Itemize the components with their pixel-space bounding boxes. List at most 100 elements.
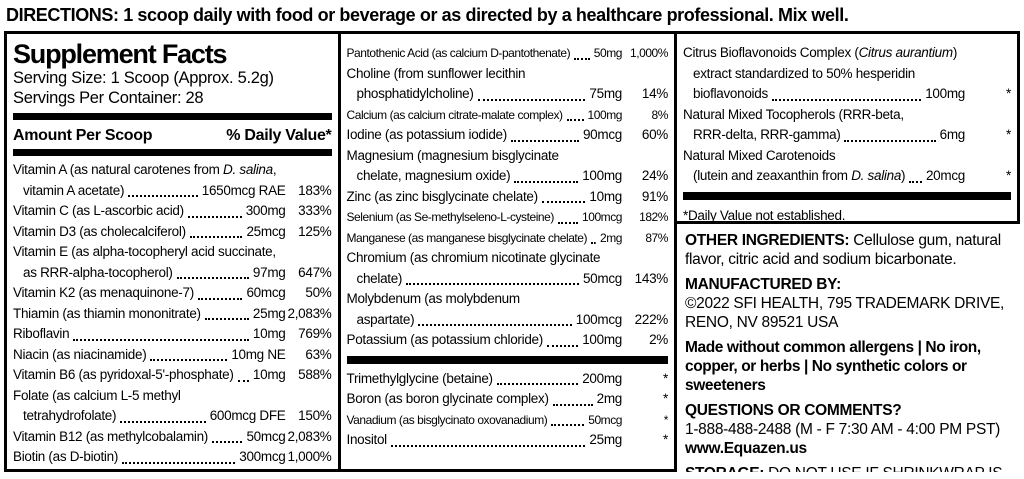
website: www.Equazen.us <box>685 440 807 457</box>
nutrient-name: Molybdenum (as molybdenum <box>346 291 521 306</box>
nutrient-daily-value: * <box>663 391 668 406</box>
nutrient-row: Magnesium (magnesium bisglycinate chelate… <box>347 146 669 187</box>
nutrient-amount: 2mg <box>600 230 622 245</box>
manufactured-by-label: MANUFACTURED BY: <box>685 276 841 293</box>
questions-block: QUESTIONS OR COMMENTS? 1-888-488-2488 (M … <box>685 401 1018 458</box>
nutrient-name: Pantothenic Acid (as calcium D-pantothen… <box>346 46 571 60</box>
dot-leader <box>496 383 579 385</box>
nutrient-daily-value: 24% <box>641 168 668 183</box>
nutrient-row: Manganese (as manganese bisglycinate che… <box>347 228 669 249</box>
nutrient-amount: 6mg <box>939 127 966 142</box>
dot-leader <box>541 201 586 203</box>
nutrient-row: Calcium (as calcium citrate-malate compl… <box>347 105 669 126</box>
nutrient-name: chelate, magnesium oxide) <box>356 168 511 183</box>
dot-leader <box>197 297 243 300</box>
nutrient-daily-value: 588% <box>298 367 332 382</box>
other-ingredients-label: OTHER INGREDIENTS: <box>685 232 850 249</box>
questions-label: QUESTIONS OR COMMENTS? <box>685 402 902 419</box>
dot-leader <box>128 195 198 197</box>
nutrient-daily-value: 8% <box>651 107 669 122</box>
nutrient-amount: 1650mcg RAE <box>201 182 286 198</box>
nutrient-amount: 10mg <box>252 326 286 341</box>
nutrient-name: Niacin (as niacinamide) <box>13 346 147 362</box>
dot-leader <box>120 420 206 423</box>
nutrient-amount: 90mcg <box>582 127 622 142</box>
dot-leader <box>557 221 578 224</box>
other-ingredients-text: Cellulose gum, natural flavor, citric ac… <box>685 232 1001 268</box>
serving-size: Serving Size: 1 Scoop (Approx. 5.2g) <box>13 69 274 87</box>
nutrient-name: Magnesium (magnesium bisglycinate <box>346 147 560 163</box>
nutrient-daily-value: * <box>663 432 668 447</box>
nutrient-name: bioflavonoids <box>693 86 768 101</box>
nutrient-name: Vanadium (as bisglycinato oxovanadium) <box>346 412 548 427</box>
nutrient-daily-value: 91% <box>641 188 668 204</box>
nutrient-daily-value: 183% <box>298 182 332 198</box>
nutrient-amount: 100mcg <box>582 210 622 224</box>
dot-leader <box>566 119 584 121</box>
dot-leader <box>212 441 243 443</box>
nutrient-name: Choline (from sunflower lecithin <box>346 65 526 81</box>
dot-leader <box>909 180 922 183</box>
nutrient-name: Riboflavin <box>13 326 70 341</box>
nutrient-name: Citrus Bioflavonoids Complex (Citrus aur… <box>683 45 958 60</box>
nutrient-row: Vitamin B12 (as methylcobalamin) 50mcg 2,0… <box>13 427 332 448</box>
nutrient-row: Riboflavin 10mg 769% <box>13 324 332 345</box>
info-section: OTHER INGREDIENTS: Cellulose gum, natura… <box>677 224 1020 472</box>
nutrient-name: Vitamin B6 (as pyridoxal-5'-phosphate) <box>13 367 234 382</box>
nutrient-amount: 100mg <box>582 168 622 183</box>
dot-leader <box>546 344 579 347</box>
nutrient-rows-3: Citrus Bioflavonoids Complex (Citrus aur… <box>683 43 1011 200</box>
storage-statement: STORAGE: DO NOT USE IF SHRINKWRAP IS BRO… <box>685 464 1018 472</box>
nutrient-name: Trimethylglycine (betaine) <box>346 370 494 386</box>
dot-leader <box>150 359 228 361</box>
nutrient-daily-value: 14% <box>641 86 668 101</box>
nutrient-row: Vitamin E (as alpha-tocopheryl acid succ… <box>13 242 332 283</box>
dot-leader <box>390 444 586 447</box>
nutrient-row: Citrus Bioflavonoids Complex (Citrus aur… <box>683 43 1011 105</box>
nutrient-name: Folate (as calcium L-5 methyl <box>13 387 181 403</box>
nutrient-daily-value: 222% <box>634 311 669 327</box>
nutrient-daily-value: 143% <box>634 270 669 286</box>
manufactured-by: MANUFACTURED BY: ©2022 SFI HEALTH, 795 TR… <box>685 275 1018 332</box>
nutrient-row: Vitamin A (as natural carotenes from D. … <box>13 160 332 201</box>
nutrient-amount: 100mg <box>587 107 623 122</box>
nutrient-daily-value: 50% <box>305 285 332 300</box>
facts-box: Supplement Facts Serving Size: 1 Scoop (… <box>4 31 677 472</box>
nutrient-name: Vitamin E (as alpha-tocopheryl acid succ… <box>13 244 276 259</box>
nutrient-name: Natural Mixed Tocopherols (RRR-beta, <box>683 106 904 122</box>
nutrient-name: (lutein and zeaxanthin from D. salina) <box>693 168 906 183</box>
nutrient-amount: 50mg <box>593 46 623 60</box>
daily-value-header: % Daily Value* <box>226 127 332 144</box>
phone-number: 1-888-488-2488 (M - F 7:30 AM - 4:00 PM … <box>685 421 1001 438</box>
nutrient-daily-value: 1,000% <box>630 46 668 60</box>
nutrient-rows-2: Pantothenic Acid (as calcium D-pantothen… <box>346 43 669 451</box>
nutrient-row: Vitamin C (as L-ascorbic acid) 300mg 333% <box>13 201 332 222</box>
nutrient-name: Zinc (as zinc bisglycinate chelate) <box>346 188 539 204</box>
nutrient-name: Vitamin A (as natural carotenes from D. … <box>13 162 277 177</box>
dot-leader <box>187 215 242 218</box>
nutrient-row: Folate (as calcium L-5 methyl tetrahydrof… <box>13 386 332 427</box>
dot-leader <box>73 338 249 341</box>
nutrient-amount: 25mg <box>252 305 286 321</box>
nutrient-name: aspartate) <box>356 311 415 327</box>
nutrient-name: extract standardized to 50% hesperidin <box>693 65 915 81</box>
nutrient-daily-value: 125% <box>298 223 332 239</box>
dot-leader <box>591 242 596 244</box>
nutrient-amount: 60mcg <box>246 285 286 300</box>
nutrient-daily-value: 2,083% <box>287 305 332 321</box>
nutrient-row: Boron (as boron glycinate complex) 2mg * <box>347 389 669 410</box>
nutrient-daily-value: 60% <box>641 127 668 142</box>
thick-rule <box>13 149 332 156</box>
nutrient-amount: 300mcg <box>239 449 286 464</box>
nutrient-name: chelate) <box>356 270 403 286</box>
nutrient-row: Natural Mixed Carotenoids (lutein and zea… <box>683 146 1011 187</box>
facts-column-3: Citrus Bioflavonoids Complex (Citrus aur… <box>677 31 1020 472</box>
nutrient-amount: 25mcg <box>246 223 286 239</box>
nutrient-rows-1: Vitamin A (as natural carotenes from D. … <box>13 160 332 468</box>
nutrient-amount: 100mg <box>582 332 622 347</box>
nutrient-name: Vitamin C (as L-ascorbic acid) <box>13 203 184 218</box>
dot-leader <box>477 98 586 101</box>
facts-box-right: Citrus Bioflavonoids Complex (Citrus aur… <box>677 31 1020 224</box>
supplement-facts-panel: Supplement Facts Serving Size: 1 Scoop (… <box>4 31 1020 472</box>
